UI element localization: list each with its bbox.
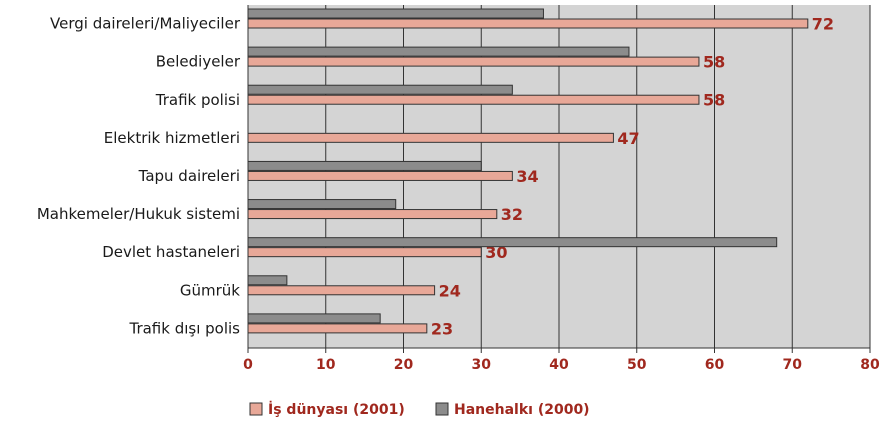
bar (247, 8, 544, 19)
data-label: 32 (501, 205, 523, 224)
data-label: 72 (812, 15, 834, 34)
x-tick-label: 20 (394, 357, 414, 373)
bar (247, 313, 381, 324)
bar (247, 209, 498, 220)
x-tick-label: 80 (860, 357, 880, 373)
bar (247, 170, 513, 181)
bar (247, 94, 700, 105)
bar (247, 285, 436, 296)
category-label: Gümrük (180, 281, 240, 299)
data-label: 47 (617, 129, 639, 148)
legend-swatch (435, 402, 449, 416)
bar (247, 132, 614, 143)
category-label: Vergi daireleri/Maliyeciler (50, 15, 241, 33)
bar (247, 247, 482, 258)
category-label: Trafik polisi (155, 91, 240, 109)
legend-swatch (249, 402, 263, 416)
data-label: 58 (703, 91, 725, 110)
data-label: 24 (439, 281, 461, 300)
bar (247, 84, 513, 95)
x-tick-label: 10 (316, 357, 336, 373)
category-label: Devlet hastaneleri (102, 243, 240, 261)
data-label: 34 (516, 167, 538, 186)
category-label: Belediyeler (156, 53, 241, 71)
x-tick-label: 50 (627, 357, 647, 373)
category-label: Trafik dışı polis (128, 319, 240, 337)
category-label: Elektrik hizmetleri (104, 129, 240, 147)
legend-label: Hanehalkı (2000) (454, 402, 590, 418)
category-label: Mahkemeler/Hukuk sistemi (37, 205, 240, 223)
bar (247, 46, 630, 57)
bar (247, 275, 288, 286)
data-label: 58 (703, 53, 725, 72)
x-tick-label: 0 (243, 357, 253, 373)
bar (247, 199, 397, 210)
data-label: 30 (485, 243, 507, 262)
legend-label: İş dünyası (2001) (268, 401, 405, 418)
bar (247, 237, 778, 248)
x-tick-label: 40 (549, 357, 569, 373)
bar (247, 18, 809, 29)
category-label: Tapu daireleri (138, 167, 240, 185)
x-tick-label: 60 (705, 357, 725, 373)
data-label: 23 (431, 319, 453, 338)
bar (247, 56, 700, 67)
x-tick-label: 70 (783, 357, 803, 373)
bar (247, 323, 428, 334)
bar (247, 160, 482, 171)
x-tick-label: 30 (472, 357, 492, 373)
